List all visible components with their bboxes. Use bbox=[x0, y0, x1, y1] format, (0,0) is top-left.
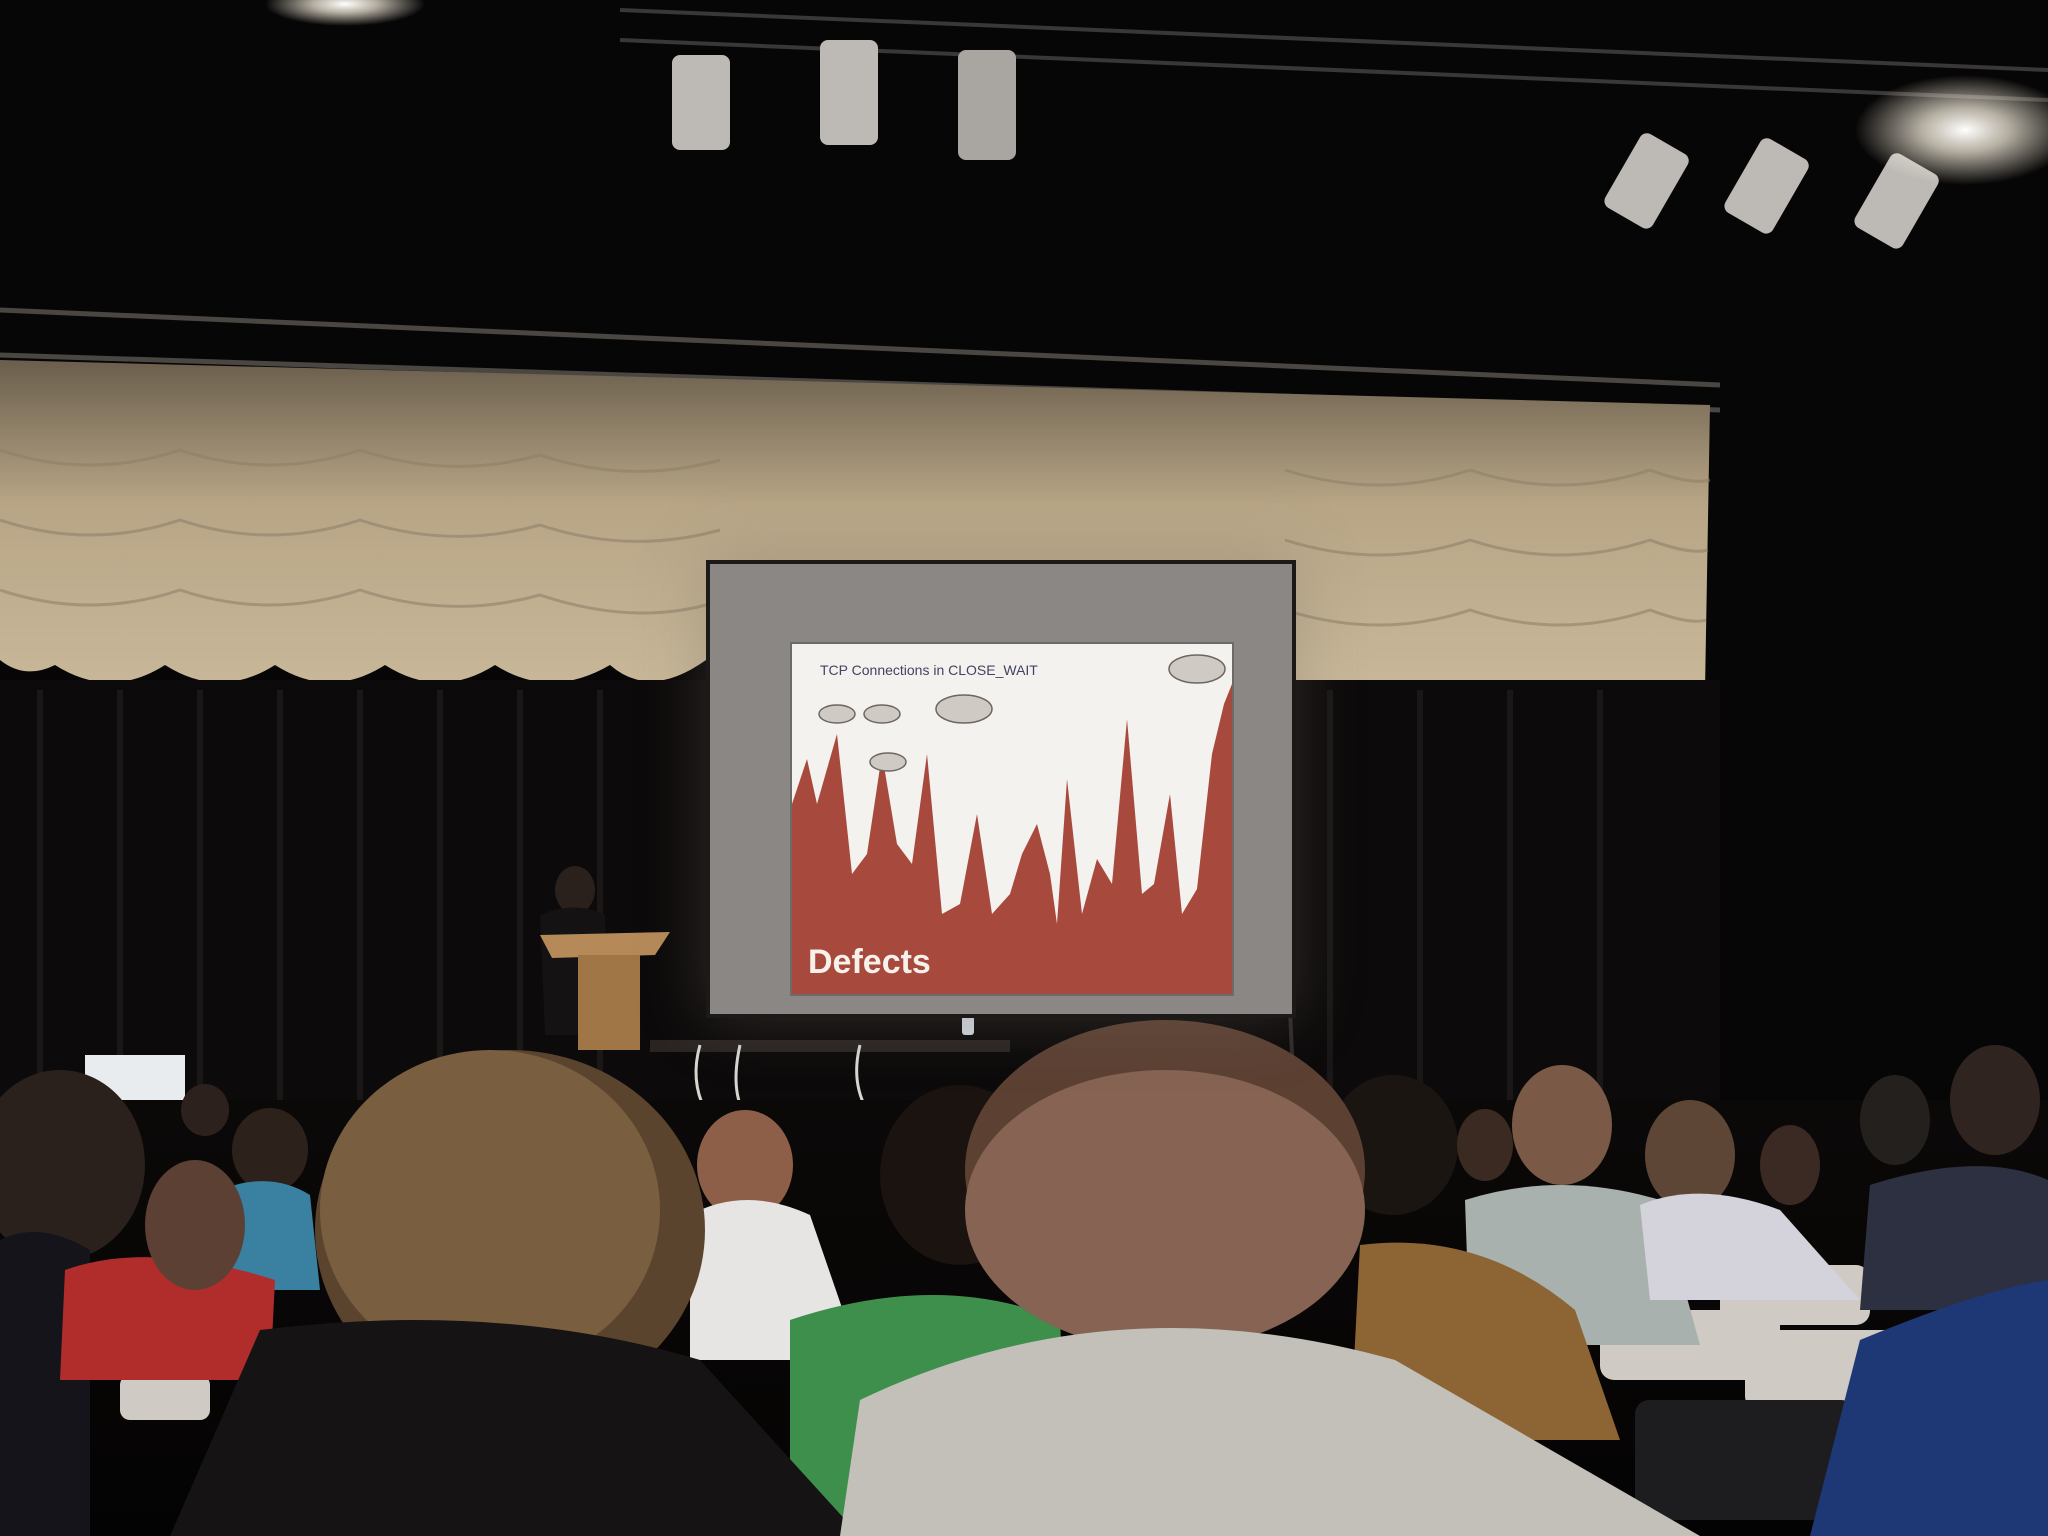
slide-chart bbox=[792, 654, 1232, 994]
right-wing bbox=[1720, 390, 2048, 1150]
podium bbox=[540, 932, 670, 1050]
slide-heading: Defects bbox=[808, 943, 931, 981]
presentation-slide: TCP Connections in CLOSE_WAIT Defects bbox=[790, 642, 1234, 996]
audience bbox=[0, 1020, 2048, 1536]
curtain-folds bbox=[0, 448, 1711, 627]
slide-title: TCP Connections in CLOSE_WAIT bbox=[820, 662, 1038, 678]
speech-bubbles bbox=[818, 654, 1226, 772]
stage-valance-curtain bbox=[0, 360, 1710, 720]
stage-table bbox=[650, 1040, 1010, 1052]
ceiling-lamp-glow-right bbox=[1855, 75, 2048, 185]
ceiling-lamp-glow bbox=[265, 0, 425, 26]
chart-area bbox=[792, 684, 1232, 994]
